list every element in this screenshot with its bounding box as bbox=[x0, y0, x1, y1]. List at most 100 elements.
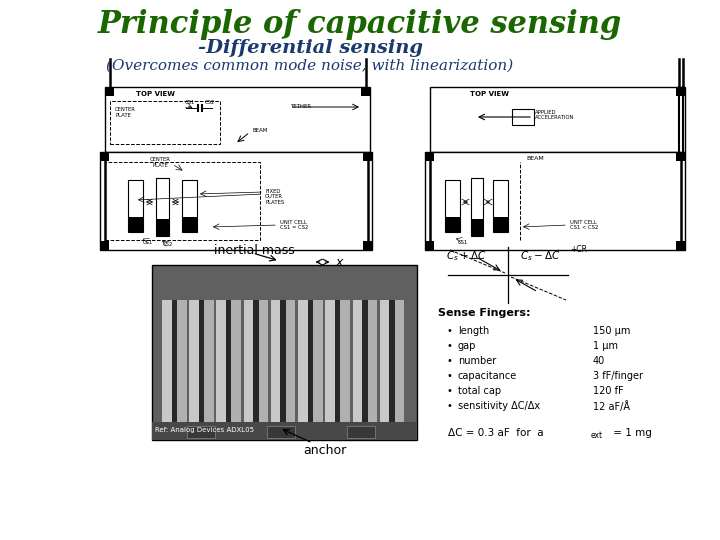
Bar bbox=[379, 300, 390, 435]
Bar bbox=[280, 300, 286, 435]
Bar bbox=[493, 217, 508, 232]
Bar bbox=[105, 87, 114, 96]
Text: capacitance: capacitance bbox=[458, 371, 517, 381]
Text: CS1: CS1 bbox=[185, 100, 195, 105]
Text: anchor: anchor bbox=[303, 443, 346, 456]
Bar bbox=[128, 180, 143, 232]
Text: gap: gap bbox=[458, 341, 477, 351]
Bar bbox=[493, 180, 508, 232]
Bar bbox=[313, 300, 323, 435]
Text: ext: ext bbox=[591, 431, 603, 440]
Bar bbox=[162, 300, 171, 435]
Bar bbox=[341, 300, 350, 435]
Bar bbox=[189, 300, 199, 435]
Bar bbox=[362, 300, 367, 435]
Bar bbox=[425, 241, 434, 250]
Bar bbox=[199, 300, 204, 435]
Bar bbox=[471, 219, 483, 236]
Bar bbox=[100, 152, 372, 250]
Text: = 1 mg: = 1 mg bbox=[610, 428, 652, 438]
Text: -Differential sensing: -Differential sensing bbox=[197, 39, 423, 57]
Text: 150 μm: 150 μm bbox=[593, 326, 631, 336]
Text: 3 fF/finger: 3 fF/finger bbox=[593, 371, 643, 381]
Text: •: • bbox=[446, 401, 452, 411]
Bar bbox=[425, 152, 434, 161]
Text: CS2: CS2 bbox=[204, 100, 215, 105]
Bar bbox=[100, 241, 109, 250]
Text: •: • bbox=[446, 371, 452, 381]
Bar bbox=[445, 217, 460, 232]
Bar bbox=[156, 178, 169, 236]
Bar bbox=[182, 217, 197, 232]
Text: Principle of capacitive sensing: Principle of capacitive sensing bbox=[98, 9, 622, 39]
Bar bbox=[363, 241, 372, 250]
Text: 12 aF/Å: 12 aF/Å bbox=[593, 401, 630, 412]
Bar bbox=[676, 87, 685, 96]
Text: CENTER
PLATE: CENTER PLATE bbox=[150, 157, 171, 168]
Text: sensitivity ΔC/Δx: sensitivity ΔC/Δx bbox=[458, 401, 540, 411]
Text: x: x bbox=[336, 255, 343, 268]
Bar bbox=[676, 241, 685, 250]
Text: (Overcomes common mode noise, with linearization): (Overcomes common mode noise, with linea… bbox=[107, 59, 513, 73]
Bar bbox=[226, 300, 231, 435]
Text: UNIT CELL
CS1 = CS2: UNIT CELL CS1 = CS2 bbox=[280, 220, 308, 231]
Bar bbox=[363, 152, 372, 161]
Bar bbox=[243, 300, 253, 435]
Text: •: • bbox=[446, 326, 452, 336]
Text: FIXED
OUTER
PLATES: FIXED OUTER PLATES bbox=[265, 188, 284, 205]
Bar bbox=[156, 219, 169, 236]
Bar bbox=[395, 300, 404, 435]
Bar bbox=[258, 300, 268, 435]
Bar bbox=[271, 300, 280, 435]
Text: BEAM: BEAM bbox=[252, 127, 268, 132]
Bar bbox=[471, 178, 483, 236]
Text: +CR: +CR bbox=[570, 245, 587, 253]
Bar bbox=[676, 152, 685, 161]
Bar bbox=[217, 300, 226, 435]
Bar bbox=[171, 300, 177, 435]
Bar bbox=[204, 300, 214, 435]
Bar bbox=[325, 300, 335, 435]
Text: CS1: CS1 bbox=[458, 240, 468, 245]
Bar bbox=[361, 87, 370, 96]
Bar bbox=[390, 300, 395, 435]
Bar bbox=[182, 180, 197, 232]
Text: length: length bbox=[458, 326, 490, 336]
Bar bbox=[347, 426, 375, 438]
Text: CENTER
PLATE: CENTER PLATE bbox=[115, 107, 136, 118]
Text: $C_s - \Delta C$: $C_s - \Delta C$ bbox=[520, 249, 560, 263]
Text: number: number bbox=[458, 356, 496, 366]
Bar bbox=[152, 422, 417, 440]
Text: UNIT CELL
CS1 < CS2: UNIT CELL CS1 < CS2 bbox=[570, 220, 598, 231]
Text: •: • bbox=[446, 341, 452, 351]
Bar bbox=[105, 87, 370, 152]
Text: $C_s + \Delta C$: $C_s + \Delta C$ bbox=[446, 249, 487, 263]
Text: CS2: CS2 bbox=[163, 242, 174, 247]
Bar bbox=[445, 180, 460, 232]
Bar bbox=[105, 162, 260, 240]
Bar bbox=[425, 152, 685, 250]
Text: BEAM: BEAM bbox=[526, 156, 544, 160]
Text: Sense Fingers:: Sense Fingers: bbox=[438, 308, 531, 318]
Bar bbox=[177, 300, 186, 435]
Text: ΔC = 0.3 aF  for  a: ΔC = 0.3 aF for a bbox=[448, 428, 544, 438]
Text: inertial mass: inertial mass bbox=[214, 244, 295, 256]
Text: 1 μm: 1 μm bbox=[593, 341, 618, 351]
Bar bbox=[298, 300, 307, 435]
Bar bbox=[430, 87, 685, 152]
Text: APPLIED
ACCELERATION: APPLIED ACCELERATION bbox=[535, 110, 575, 120]
Bar bbox=[253, 300, 258, 435]
Text: TOP VIEW: TOP VIEW bbox=[135, 91, 174, 97]
Bar bbox=[110, 101, 220, 144]
Bar bbox=[187, 426, 215, 438]
Text: TOP VIEW: TOP VIEW bbox=[470, 91, 510, 97]
Text: 40: 40 bbox=[593, 356, 606, 366]
Bar bbox=[100, 152, 109, 161]
Bar bbox=[267, 426, 295, 438]
Text: CS1: CS1 bbox=[143, 240, 153, 245]
Text: TETHER: TETHER bbox=[290, 105, 311, 110]
Bar bbox=[307, 300, 313, 435]
Bar bbox=[286, 300, 295, 435]
Bar bbox=[353, 300, 362, 435]
Text: 120 fF: 120 fF bbox=[593, 386, 624, 396]
